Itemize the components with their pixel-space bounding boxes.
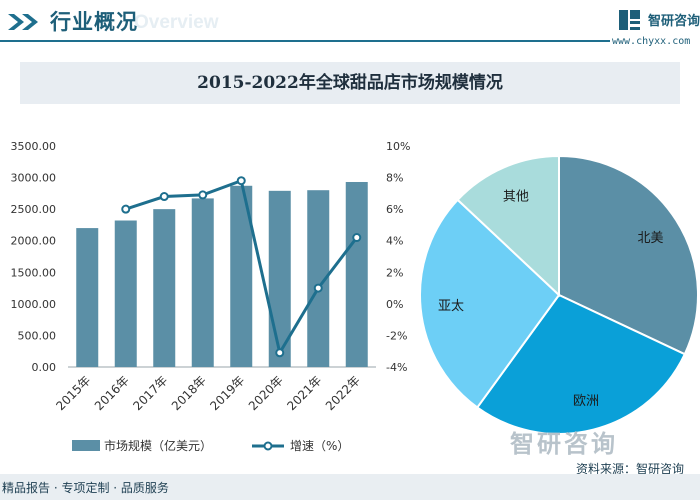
growth-point	[198, 190, 208, 200]
footer-watermark: 智研咨询	[510, 430, 618, 458]
pie-label: 亚太	[438, 299, 464, 314]
y-left-tick-label: 2500.00	[11, 203, 57, 216]
y-left-tick-label: 1000.00	[11, 298, 57, 311]
growth-point	[313, 283, 323, 293]
pie-slice	[558, 154, 699, 356]
y-right-tick-label: 6%	[386, 203, 403, 216]
pie-slice	[456, 154, 560, 298]
legend-line-label: 增速（%）	[290, 439, 349, 453]
x-tick-label: 2015年	[53, 373, 93, 413]
brand-name: 智研咨询	[648, 14, 700, 29]
growth-point	[275, 348, 285, 358]
legend-bar-label: 市场规模（亿美元）	[104, 438, 212, 453]
x-tick-label: 2022年	[323, 373, 363, 413]
legend-line-marker	[263, 441, 273, 451]
chart-canvas: 0.00 500.00 1000.00 1500.00 2000.00 2500.00 30…	[11, 140, 699, 453]
y-left-tick-label: 500.00	[18, 329, 57, 342]
pie-slice	[419, 198, 561, 409]
y-left-tick-label: 3500.00	[11, 140, 57, 153]
page-header: Overview 行业概况	[0, 0, 700, 44]
double-chevron-icon	[8, 14, 38, 30]
y-right-tick-label: 8%	[386, 172, 403, 185]
data-source: 资料来源：智研咨询	[576, 462, 685, 476]
pie-label: 其他	[503, 189, 529, 204]
bar	[307, 190, 330, 367]
y-right-tick-label: 0%	[386, 298, 403, 311]
y-right-tick-label: -4%	[386, 361, 407, 374]
bar	[230, 185, 253, 367]
y-left-tick-label: 1500.00	[11, 266, 57, 279]
y-left-tick-label: 0.00	[32, 361, 57, 374]
brand-logo-icon	[619, 10, 640, 30]
header-watermark: Overview	[134, 12, 219, 33]
chart-title: 2015-2022年全球甜品店市场规模情况	[197, 73, 503, 93]
x-tick-label: 2021年	[284, 373, 324, 413]
footer-services: 精品报告 · 专项定制 · 品质服务	[2, 481, 169, 495]
pie-label: 北美	[638, 231, 664, 246]
growth-point	[159, 192, 169, 202]
x-tick-label: 2019年	[207, 373, 247, 413]
bar	[114, 220, 137, 367]
pie-slice	[475, 293, 687, 435]
header-divider	[0, 40, 610, 42]
y-right-tick-label: 2%	[386, 266, 403, 279]
growth-point	[121, 204, 131, 214]
footer-bar: 精品报告 · 专项定制 · 品质服务	[0, 474, 700, 500]
page-title: 行业概况	[50, 10, 138, 34]
chart-title-box: 2015-2022年全球甜品店市场规模情况	[20, 62, 680, 104]
y-right-tick-label: -2%	[386, 329, 407, 342]
legend-bar-swatch	[72, 440, 100, 451]
growth-point	[236, 176, 246, 186]
bar	[153, 209, 176, 367]
y-left-tick-label: 3000.00	[11, 172, 57, 185]
pie-label: 欧洲	[573, 394, 599, 409]
brand-url: www.chyxx.com	[612, 36, 691, 47]
growth-point	[352, 233, 362, 243]
bar	[191, 198, 214, 367]
x-tick-label: 2016年	[92, 373, 132, 413]
x-tick-label: 2018年	[169, 373, 209, 413]
bar	[76, 228, 99, 367]
x-tick-label: 2020年	[246, 373, 286, 413]
y-left-tick-label: 2000.00	[11, 235, 57, 248]
y-right-tick-label: 10%	[386, 140, 410, 153]
bar	[345, 181, 368, 367]
x-tick-label: 2017年	[130, 373, 170, 413]
y-right-tick-label: 4%	[386, 235, 403, 248]
